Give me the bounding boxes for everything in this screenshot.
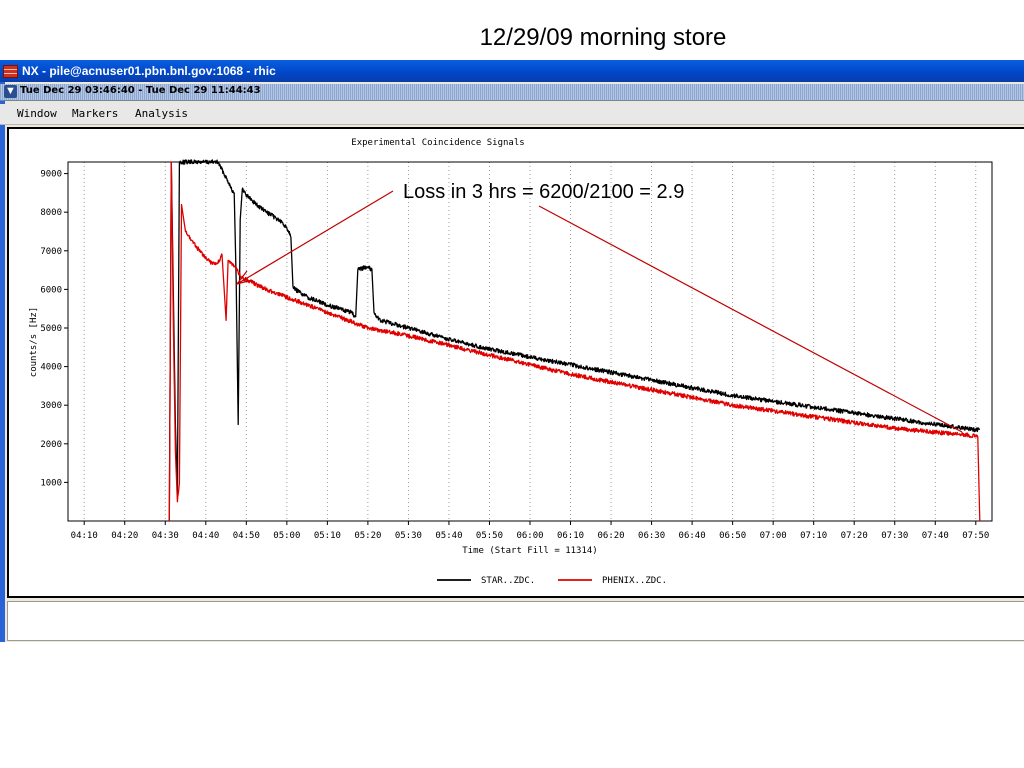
x-tick-label: 05:10: [314, 531, 341, 541]
x-tick-label: 04:40: [192, 531, 219, 541]
y-axis: 1000 2000 3000 4000 5000 6000 7000 8000 9000: [40, 170, 68, 488]
x-tick-label: 05:20: [354, 531, 381, 541]
time-range-bar: ▼ Tue Dec 29 03:46:40 - Tue Dec 29 11:44…: [0, 84, 1024, 101]
y-tick-label: 5000: [40, 324, 62, 334]
y-tick-label: 2000: [40, 440, 62, 450]
status-area: [7, 601, 1024, 641]
series-line-phenix-zdc: [168, 161, 981, 522]
y-tick-label: 6000: [40, 285, 62, 295]
y-tick-label: 3000: [40, 401, 62, 411]
x-tick-label: 05:00: [273, 531, 300, 541]
y-tick-label: 9000: [40, 170, 62, 180]
x-tick-label: 06:30: [638, 531, 665, 541]
x-tick-label: 07:50: [962, 531, 989, 541]
x-tick-label: 04:10: [71, 531, 98, 541]
slide-title: 12/29/09 morning store: [479, 24, 727, 51]
chevron-down-icon[interactable]: ▼: [4, 85, 17, 98]
x-axis-label: Time (Start Fill = 11314): [462, 546, 597, 556]
y-tick-label: 4000: [40, 363, 62, 373]
x-tick-label: 04:50: [233, 531, 260, 541]
x-tick-label: 04:30: [152, 531, 179, 541]
series-group: [168, 159, 981, 522]
x-tick-label: 05:30: [395, 531, 422, 541]
x-tick-label: 05:50: [476, 531, 503, 541]
series-line-star-zdc: [168, 159, 981, 522]
x-tick-label: 06:40: [679, 531, 706, 541]
x-tick-label: 07:10: [800, 531, 827, 541]
grid-lines: [83, 162, 977, 521]
legend-label: PHENIX..ZDC.: [602, 576, 667, 586]
window-titlebar[interactable]: NX - pile@acnuser01.pbn.bnl.gov:1068 - r…: [0, 60, 1024, 82]
menu-bar: Window Markers Analysis: [0, 104, 1024, 125]
time-range-label: Tue Dec 29 03:46:40 - Tue Dec 29 11:44:4…: [20, 85, 261, 96]
window-title: NX - pile@acnuser01.pbn.bnl.gov:1068 - r…: [22, 64, 276, 78]
x-tick-label: 05:40: [435, 531, 462, 541]
legend: STAR..ZDC. PHENIX..ZDC.: [437, 576, 667, 586]
x-tick-label: 07:40: [922, 531, 949, 541]
menu-window[interactable]: Window: [17, 107, 57, 120]
y-axis-label: counts/s [Hz]: [29, 307, 39, 377]
x-tick-label: 06:10: [557, 531, 584, 541]
chart-title: Experimental Coincidence Signals: [351, 138, 524, 148]
window-border: [0, 82, 5, 642]
legend-label: STAR..ZDC.: [481, 576, 535, 586]
x-axis: 04:10 04:20 04:30 04:40 04:50 05:00 05:10 05:20…: [71, 521, 989, 541]
y-tick-label: 8000: [40, 208, 62, 218]
annotation-arrowhead: [235, 270, 253, 286]
x-tick-label: 07:20: [841, 531, 868, 541]
x-tick-label: 07:30: [881, 531, 908, 541]
annotation-pointer-right: [538, 205, 963, 433]
x-tick-label: 06:00: [516, 531, 543, 541]
y-tick-label: 7000: [40, 247, 62, 257]
annotation-pointer-left: [236, 190, 394, 285]
menu-markers[interactable]: Markers: [72, 107, 119, 120]
x-tick-label: 06:50: [719, 531, 746, 541]
x-tick-label: 04:20: [111, 531, 138, 541]
plot-frame: [67, 161, 993, 522]
menu-analysis[interactable]: Analysis: [135, 107, 188, 120]
y-tick-label: 1000: [40, 478, 62, 488]
x-tick-label: 07:00: [760, 531, 787, 541]
annotation-text: Loss in 3 hrs = 6200/2100 = 2.9: [403, 181, 685, 203]
x-tick-label: 06:20: [598, 531, 625, 541]
app-icon[interactable]: [3, 65, 18, 78]
